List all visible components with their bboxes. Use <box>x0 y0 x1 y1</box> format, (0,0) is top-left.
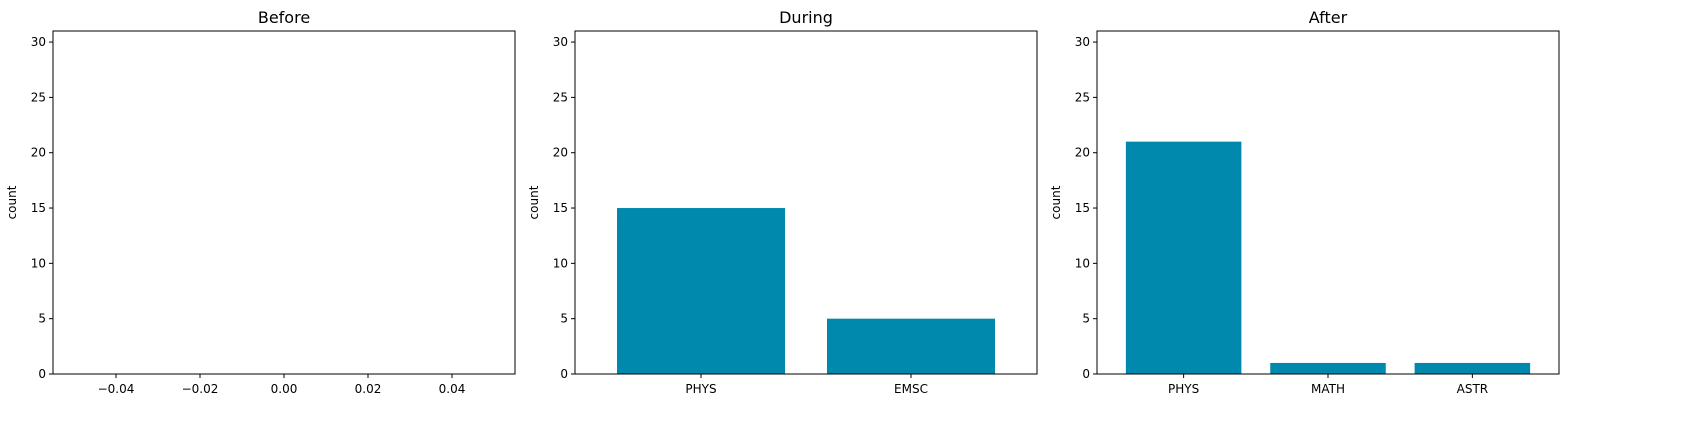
plot-frame <box>574 30 1038 375</box>
y-tick-label: 0 <box>38 367 46 381</box>
y-tick-label: 20 <box>553 146 568 160</box>
panel-title: Before <box>258 8 310 27</box>
y-tick-label: 20 <box>1075 146 1090 160</box>
bar-emsc <box>827 318 995 374</box>
x-tick-label: 0.02 <box>355 382 382 396</box>
y-tick-label: 5 <box>1082 312 1090 326</box>
panel-after: After count 0 5 10 15 20 25 30 PHYS MATH ASTR <box>1049 8 1560 396</box>
y-tick-label: 10 <box>553 256 568 270</box>
plot-frame <box>1096 30 1560 375</box>
y-tick-label: 5 <box>38 312 46 326</box>
x-tick-label: PHYS <box>685 382 716 396</box>
y-tick-label: 20 <box>31 146 46 160</box>
y-tick-label: 15 <box>553 201 568 215</box>
panel-during: During count 0 5 10 15 20 25 30 PHYS EMSC <box>527 8 1038 396</box>
panel-before: Before count 0 5 10 15 20 25 30 −0.04 −0.02 0.00 0.0… <box>5 8 516 396</box>
y-tick-label: 25 <box>553 90 568 104</box>
y-tick-label: 10 <box>1075 256 1090 270</box>
plot-frame <box>52 30 516 375</box>
y-tick-label: 5 <box>560 312 568 326</box>
panel-title: After <box>1309 8 1348 27</box>
x-tick-label: EMSC <box>894 382 928 396</box>
y-tick-label: 25 <box>31 90 46 104</box>
x-tick-label: 0.04 <box>439 382 466 396</box>
x-tick-label: −0.04 <box>98 382 135 396</box>
bar-astr <box>1414 362 1531 374</box>
y-tick-label: 0 <box>1082 367 1090 381</box>
bar-phys <box>617 208 785 374</box>
x-tick-label: 0.00 <box>271 382 298 396</box>
y-tick-label: 30 <box>553 35 568 49</box>
y-tick-label: 0 <box>560 367 568 381</box>
x-tick-label: PHYS <box>1168 382 1199 396</box>
bar-phys <box>1125 141 1242 374</box>
y-tick-label: 30 <box>1075 35 1090 49</box>
y-axis-label: count <box>5 185 19 219</box>
y-axis-label: count <box>1049 185 1063 219</box>
y-tick-label: 30 <box>31 35 46 49</box>
x-tick-label: MATH <box>1311 382 1345 396</box>
y-tick-label: 15 <box>31 201 46 215</box>
y-tick-label: 25 <box>1075 90 1090 104</box>
bar-math <box>1270 362 1386 374</box>
x-tick-label: ASTR <box>1457 382 1489 396</box>
y-tick-label: 15 <box>1075 201 1090 215</box>
panel-title: During <box>779 8 833 27</box>
x-tick-label: −0.02 <box>182 382 219 396</box>
y-axis-label: count <box>527 185 541 219</box>
y-tick-label: 10 <box>31 256 46 270</box>
